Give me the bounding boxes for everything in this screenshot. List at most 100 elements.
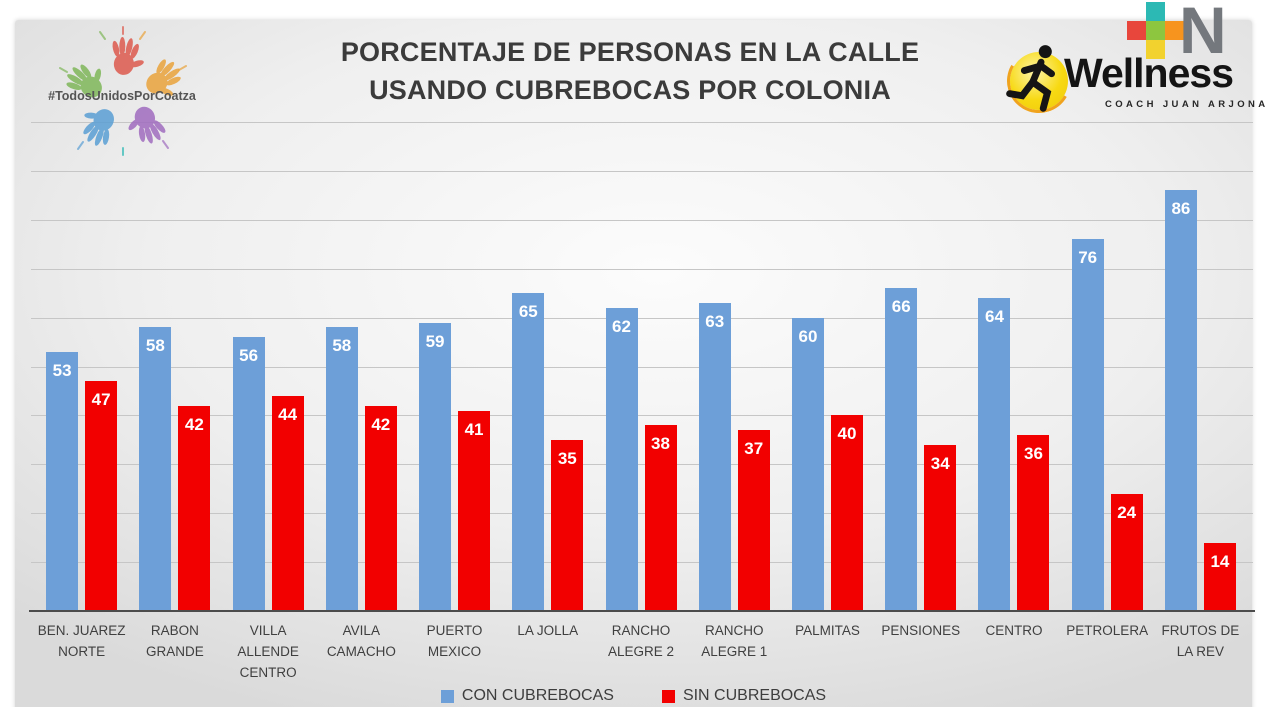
gridline — [31, 219, 1253, 221]
bar-con-cubrebocas: 64 — [978, 298, 1011, 611]
bar-value-label: 44 — [278, 404, 298, 424]
bar-sin-cubrebocas: 34 — [924, 444, 957, 611]
category-label: FRUTOS DE LA REV — [1161, 623, 1240, 659]
wellness-subtitle: COACH JUAN ARJONA — [1105, 99, 1269, 110]
bar-value-label: 59 — [425, 331, 445, 351]
bar-group: 58 42 — [315, 122, 408, 611]
category-label: RANCHO ALEGRE 2 — [608, 623, 675, 659]
bar-sin-cubrebocas: 41 — [458, 410, 491, 611]
bar-group: 76 24 — [1061, 122, 1154, 611]
bar-value-label: 66 — [891, 297, 911, 317]
bar-groups: 53 47 58 42 56 44 58 42 59 41 65 35 62 38 63 37 60 40 66 34… — [35, 122, 1247, 611]
bar-con-cubrebocas: 63 — [698, 302, 731, 611]
bar-group: 65 35 — [501, 122, 594, 611]
bar-sin-cubrebocas: 47 — [85, 381, 118, 611]
bar-group: 53 47 — [35, 122, 128, 611]
gridline — [31, 268, 1253, 270]
legend: CON CUBREBOCAS SIN CUBREBOCAS — [15, 687, 1252, 705]
legend-label: SIN CUBREBOCAS — [682, 687, 827, 704]
bar-con-cubrebocas: 58 — [325, 327, 358, 611]
bar-con-cubrebocas: 76 — [1071, 239, 1104, 611]
bar-value-label: 24 — [1117, 502, 1137, 522]
bar-con-cubrebocas: 56 — [232, 337, 265, 611]
plot-area: 53 47 58 42 56 44 58 42 59 41 65 35 62 38 63 37 60 40 66 34… — [29, 122, 1255, 612]
bar-value-label: 37 — [744, 439, 764, 459]
bar-value-label: 76 — [1078, 248, 1098, 268]
bar-sin-cubrebocas: 35 — [551, 439, 584, 611]
bar-value-label: 34 — [930, 453, 950, 473]
bar-value-label: 42 — [371, 414, 391, 434]
bar-sin-cubrebocas: 42 — [364, 405, 397, 611]
bar-group: 62 38 — [594, 122, 687, 611]
bar-con-cubrebocas: 60 — [791, 317, 824, 611]
gridline — [31, 415, 1253, 417]
n-letter: N — [1179, 0, 1227, 67]
todos-unidos-hands-logo: #TodosUnidosPorCoatza — [48, 26, 197, 156]
bar-group: 64 36 — [967, 122, 1060, 611]
bar-group: 63 37 — [688, 122, 781, 611]
category-label: PALMITAS — [795, 623, 860, 638]
bar-con-cubrebocas: 86 — [1164, 190, 1197, 611]
bar-con-cubrebocas: 66 — [885, 288, 918, 611]
category-label: PUERTO MEXICO — [426, 623, 483, 659]
runner-icon — [1006, 45, 1056, 112]
bar-con-cubrebocas: 59 — [419, 322, 452, 611]
chart-title: PORCENTAJE DE PERSONAS EN LA CALLE USAND… — [340, 37, 920, 105]
gridline — [31, 562, 1253, 564]
bar-value-label: 63 — [705, 311, 725, 331]
bar-group: 59 41 — [408, 122, 501, 611]
category-label: VILLA ALLENDE CENTRO — [237, 623, 299, 680]
legend-label: CON CUBREBOCAS — [461, 687, 614, 704]
bar-value-label: 53 — [52, 360, 72, 380]
bar-group: 66 34 — [874, 122, 967, 611]
bar-value-label: 62 — [612, 316, 631, 336]
gridline — [31, 170, 1253, 172]
bar-con-cubrebocas: 53 — [46, 351, 79, 611]
bar-group: 56 44 — [221, 122, 314, 611]
category-label: PETROLERA — [1066, 623, 1149, 638]
legend-swatch-icon — [661, 689, 675, 703]
bar-sin-cubrebocas: 24 — [1110, 493, 1143, 611]
bar-sin-cubrebocas: 36 — [1017, 434, 1050, 611]
category-label: RABON GRANDE — [145, 623, 204, 659]
bar-con-cubrebocas: 65 — [512, 293, 545, 611]
gridline — [31, 366, 1253, 368]
category-label: CENTRO — [985, 623, 1043, 638]
x-axis-line — [29, 610, 1255, 612]
bar-sin-cubrebocas: 42 — [178, 405, 211, 611]
bar-value-label: 41 — [464, 419, 484, 439]
category-axis-labels: BEN. JUAREZ NORTE RABON GRANDE VILLA ALLEN… — [35, 620, 1247, 683]
bar-sin-cubrebocas: 44 — [271, 395, 304, 611]
bar-sin-cubrebocas: 14 — [1203, 542, 1236, 611]
plus-icon — [1127, 2, 1184, 59]
bar-value-label: 60 — [798, 326, 818, 346]
category-label: PENSIONES — [881, 623, 961, 638]
bar-group: 60 40 — [781, 122, 874, 611]
legend-item: SIN CUBREBOCAS — [661, 687, 827, 705]
category-label: LA JOLLA — [517, 623, 579, 638]
gridline — [31, 122, 1253, 123]
bar-sin-cubrebocas: 37 — [737, 430, 770, 611]
hand-rays — [59, 26, 187, 156]
bar-group: 86 14 — [1154, 122, 1247, 611]
category-label: BEN. JUAREZ NORTE — [37, 623, 126, 659]
bar-value-label: 38 — [651, 434, 670, 454]
bar-value-label: 40 — [837, 424, 857, 444]
bar-value-label: 36 — [1023, 443, 1043, 463]
bar-group: 58 42 — [128, 122, 221, 611]
bar-con-cubrebocas: 58 — [139, 327, 172, 611]
gridline — [31, 464, 1253, 466]
hands-hashtag: #TodosUnidosPorCoatza — [48, 89, 197, 103]
bar-value-label: 58 — [145, 336, 165, 356]
bar-value-label: 35 — [557, 448, 577, 468]
bar-con-cubrebocas: 62 — [605, 307, 638, 611]
bar-value-label: 56 — [239, 346, 259, 366]
gridline — [31, 513, 1253, 515]
bar-sin-cubrebocas: 38 — [644, 425, 677, 611]
legend-item: CON CUBREBOCAS — [440, 687, 614, 705]
bar-value-label: 64 — [984, 307, 1004, 327]
gridline — [31, 317, 1253, 319]
bar-value-label: 47 — [91, 390, 111, 410]
bar-value-label: 86 — [1171, 199, 1191, 219]
